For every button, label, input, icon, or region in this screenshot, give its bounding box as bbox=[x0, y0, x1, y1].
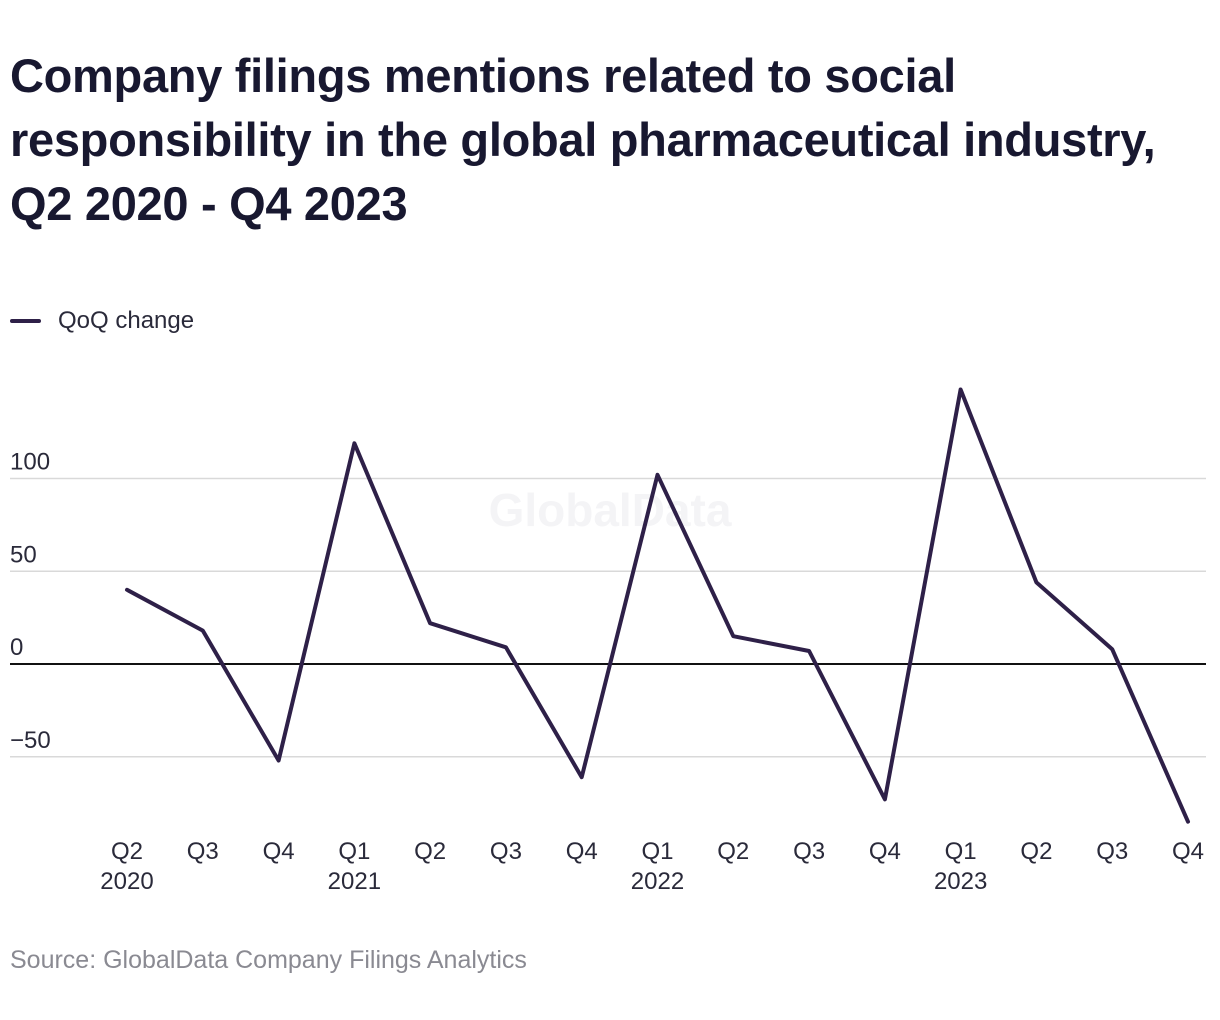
y-axis-labels: 100 50 0 −50 bbox=[10, 449, 51, 754]
y-tick-label: 100 bbox=[10, 449, 50, 476]
x-tick-label: Q1 bbox=[641, 838, 673, 865]
y-tick-label: 0 bbox=[10, 634, 23, 661]
x-axis-labels: Q2 2020 Q3 Q4 Q1 2021 Q2 Q3 Q4 Q1 2022 Q2 Q3 Q4 Q1 2023… bbox=[100, 838, 1204, 895]
x-tick-label: Q2 bbox=[111, 838, 143, 865]
x-tick-label: Q3 bbox=[1096, 838, 1128, 865]
x-tick-label: Q2 bbox=[1020, 838, 1052, 865]
legend-label: QoQ change bbox=[58, 307, 195, 334]
y-tick-label: −50 bbox=[10, 727, 51, 754]
x-tick-label: Q4 bbox=[566, 838, 598, 865]
x-tick-label: Q2 bbox=[414, 838, 446, 865]
x-tick-label: Q1 bbox=[945, 838, 977, 865]
x-tick-year-label: 2021 bbox=[328, 868, 381, 895]
source-note: Source: GlobalData Company Filings Analy… bbox=[10, 946, 527, 974]
x-tick-year-label: 2022 bbox=[631, 868, 684, 895]
x-tick-year-label: 2023 bbox=[934, 868, 987, 895]
series-line-qoq-change bbox=[125, 387, 1190, 824]
legend: QoQ change bbox=[10, 306, 194, 336]
chart-title: Company filings mentions related to soci… bbox=[10, 49, 1156, 230]
y-tick-label: 50 bbox=[10, 541, 37, 568]
x-tick-label: Q4 bbox=[263, 838, 295, 865]
x-tick-label: Q4 bbox=[869, 838, 901, 865]
x-tick-label: Q1 bbox=[338, 838, 370, 865]
x-tick-label: Q3 bbox=[793, 838, 825, 865]
legend-swatch bbox=[10, 319, 41, 323]
watermark: GlobalData bbox=[489, 484, 732, 536]
x-tick-label: Q3 bbox=[490, 838, 522, 865]
grid bbox=[10, 477, 1206, 758]
x-tick-label: Q2 bbox=[717, 838, 749, 865]
x-tick-year-label: 2020 bbox=[100, 868, 153, 895]
x-tick-label: Q3 bbox=[187, 838, 219, 865]
x-tick-label: Q4 bbox=[1172, 838, 1204, 865]
